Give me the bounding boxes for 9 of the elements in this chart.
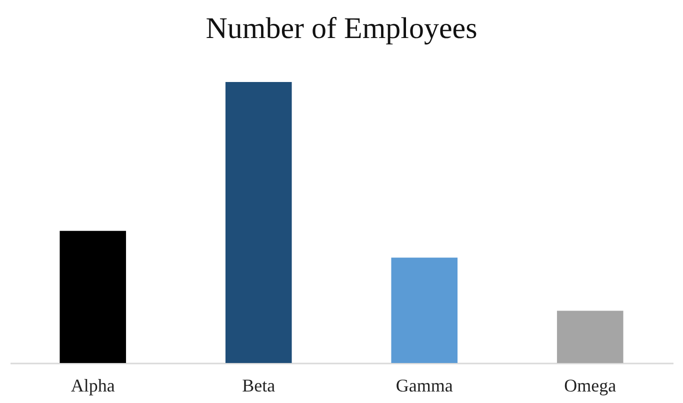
bar — [556, 310, 624, 363]
bar — [391, 258, 458, 363]
bar — [225, 82, 292, 363]
x-tick-label: Gamma — [396, 376, 453, 396]
x-tick-label: Beta — [242, 376, 276, 396]
x-tick-label: Alpha — [70, 376, 115, 396]
bar — [60, 230, 126, 363]
x-tick-label: Omega — [564, 376, 616, 396]
chart-title: Number of Employees — [206, 12, 478, 45]
